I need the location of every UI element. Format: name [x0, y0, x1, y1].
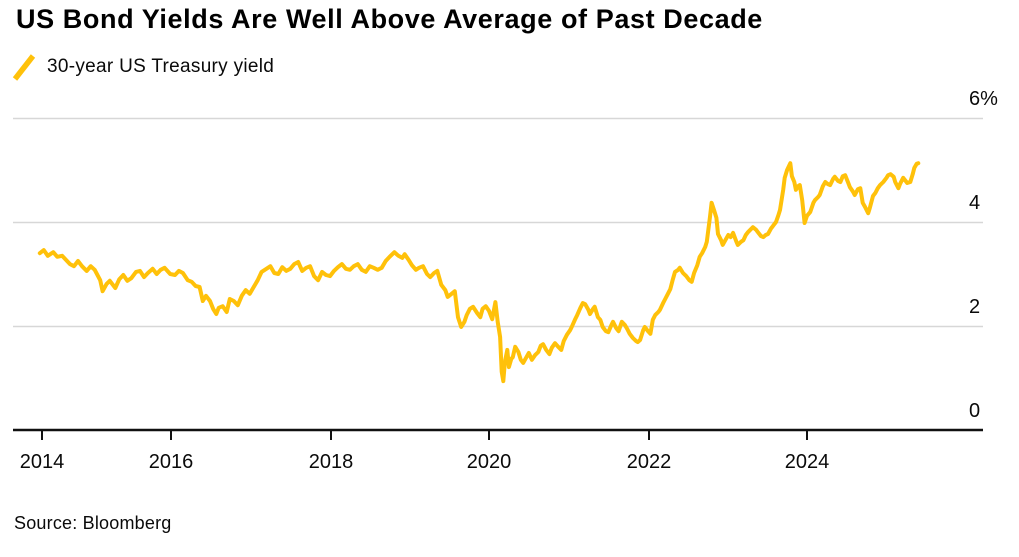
- legend-line-swatch-icon: [12, 54, 36, 81]
- y-axis-label: 4: [969, 192, 981, 214]
- x-axis-label: 2014: [19, 451, 65, 473]
- x-axis-label: 2022: [626, 451, 672, 473]
- x-axis-label: 2016: [148, 451, 194, 473]
- y-axis-label: 6%: [969, 88, 998, 110]
- legend-label: 30-year US Treasury yield: [47, 56, 275, 77]
- x-axis-label: 2018: [308, 451, 354, 473]
- x-axis-label: 2020: [466, 451, 512, 473]
- y-axis-label: 0: [969, 400, 981, 422]
- chart-title: US Bond Yields Are Well Above Average of…: [16, 4, 763, 34]
- x-axis-label: 2024: [784, 451, 830, 473]
- yield-line-series: [37, 161, 921, 384]
- chart-legend: 30-year US Treasury yield: [12, 53, 274, 81]
- source-note: Source: Bloomberg: [14, 513, 172, 533]
- y-axis-label: 2: [969, 296, 981, 318]
